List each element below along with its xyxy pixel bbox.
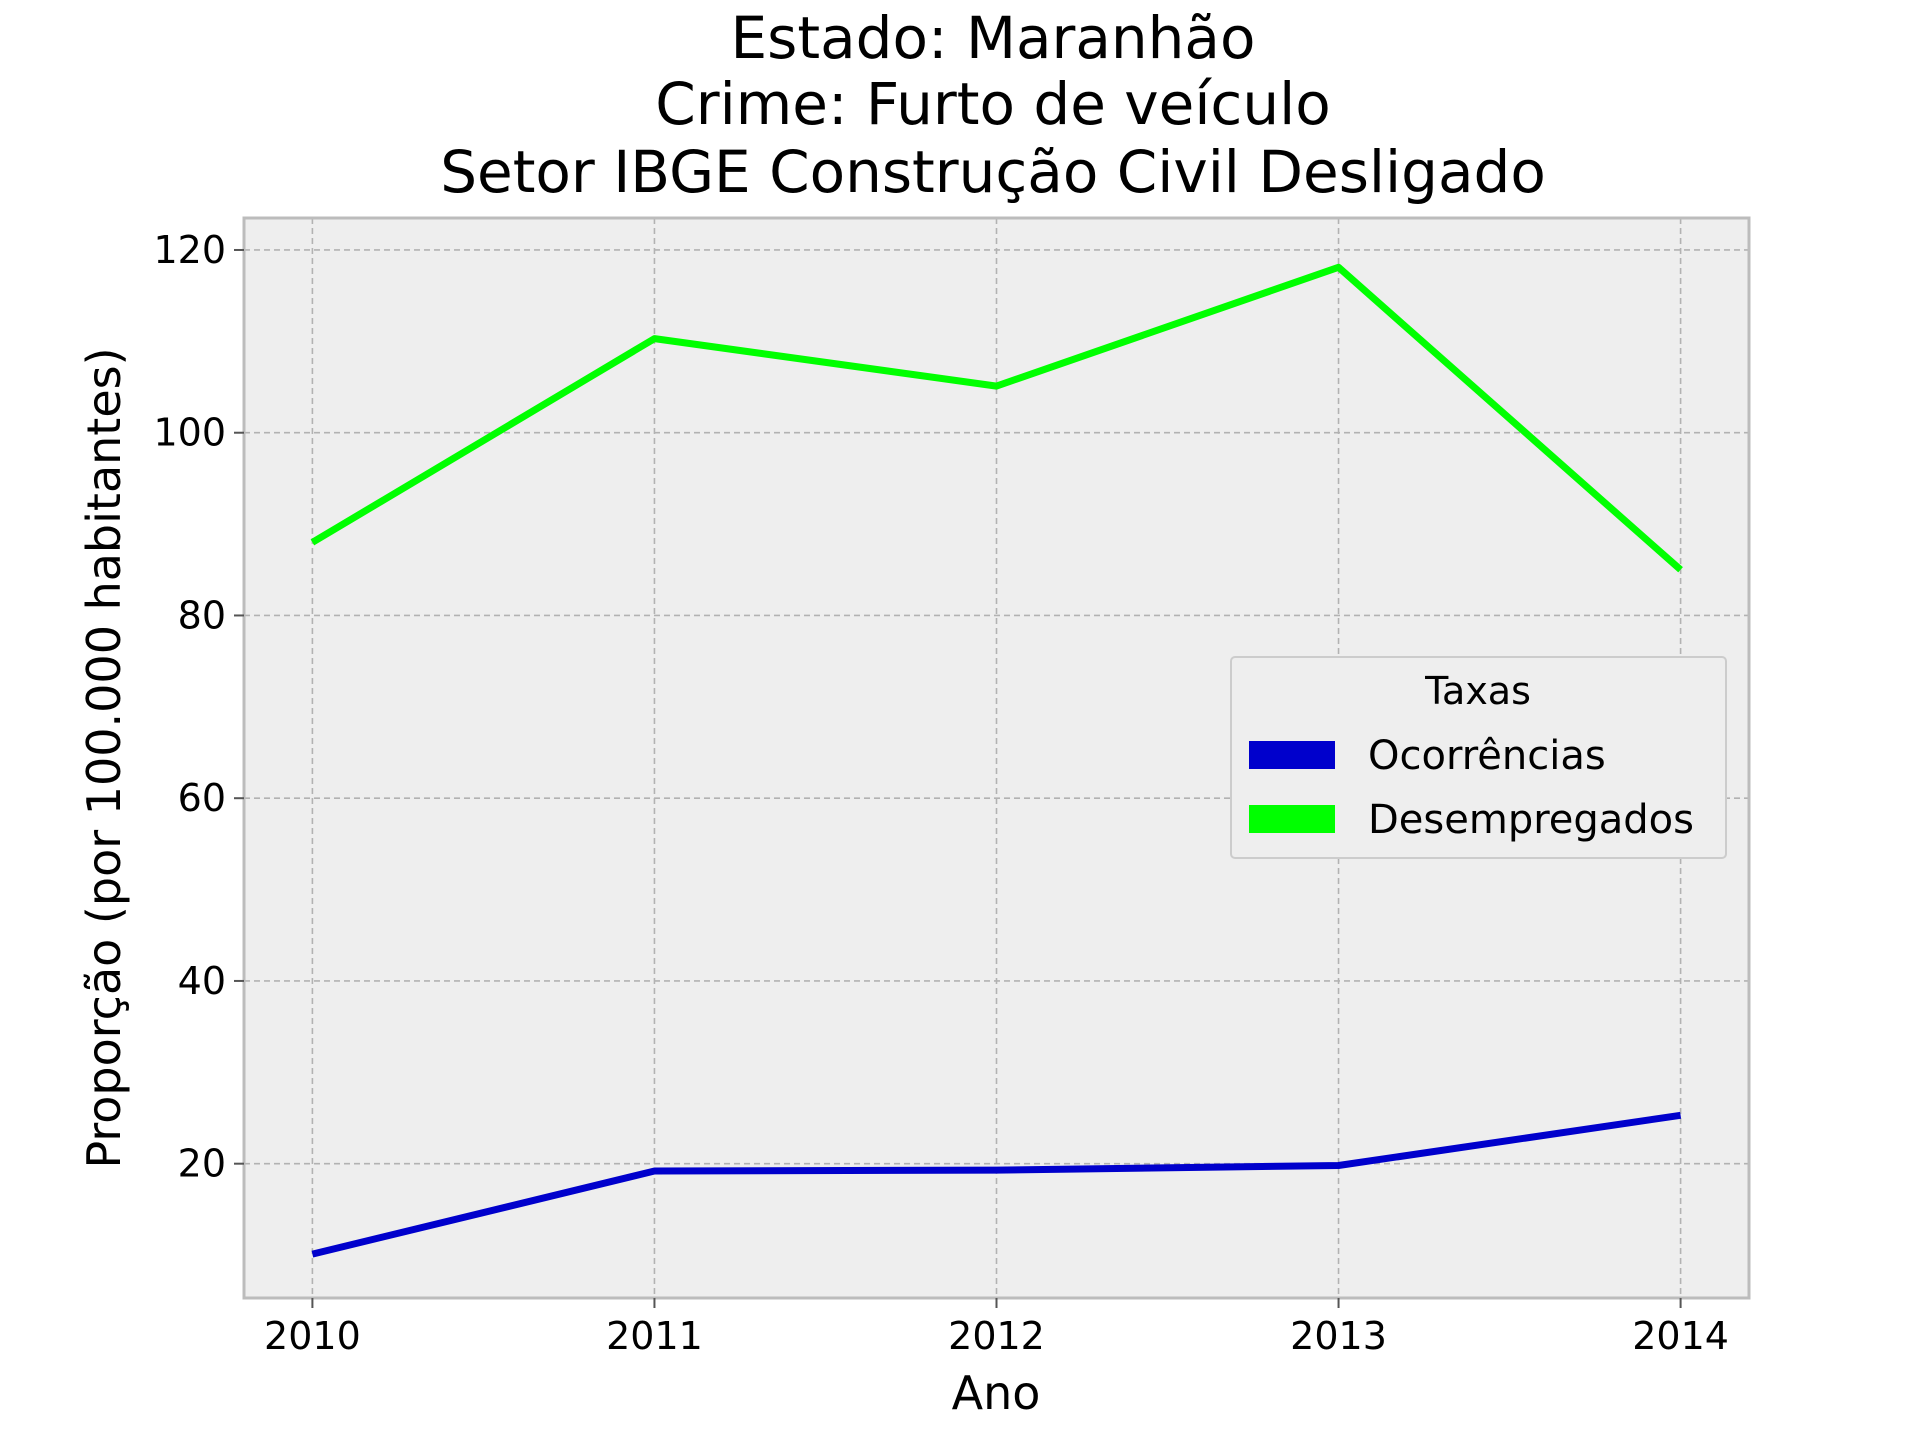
x-tick-label: 2012: [948, 1314, 1045, 1358]
legend: Taxas Ocorrências Desempregados: [1230, 656, 1727, 859]
title-line-2: Crime: Furto de veículo: [655, 70, 1330, 138]
x-tick-label: 2011: [606, 1314, 703, 1358]
legend-box: [1230, 656, 1727, 859]
y-tick-label: 120: [153, 228, 226, 272]
legend-swatch-desempregados: [1249, 805, 1335, 833]
x-tick-label: 2010: [264, 1314, 361, 1358]
series-lines: [310, 263, 1683, 1258]
legend-label-desempregados: Desempregados: [1368, 797, 1694, 843]
chart-title: Estado: Maranhão Crime: Furto de veículo…: [440, 4, 1546, 206]
x-axis: 2010 2011 2012 2013 2014: [264, 1298, 1729, 1358]
y-tick-label: 80: [178, 593, 226, 637]
y-axis-title: Proporção (por 100.000 habitantes): [77, 347, 131, 1168]
legend-label-ocorrencias: Ocorrências: [1368, 733, 1606, 779]
y-tick-label: 40: [178, 959, 226, 1003]
legend-swatch-ocorrencias: [1249, 741, 1335, 769]
y-tick-label: 20: [178, 1142, 226, 1186]
title-line-1: Estado: Maranhão: [731, 4, 1256, 72]
series-line-ocorrencias: [311, 1111, 1682, 1258]
series-line-desempregados: [310, 263, 1683, 573]
x-tick-label: 2014: [1632, 1314, 1729, 1358]
x-tick-label: 2013: [1290, 1314, 1387, 1358]
title-line-3: Setor IBGE Construção Civil Desligado: [440, 138, 1546, 206]
y-axis: 20 40 60 80 100 120: [153, 228, 244, 1186]
y-tick-label: 60: [178, 776, 226, 820]
x-axis-title: Ano: [952, 1366, 1041, 1420]
legend-title: Taxas: [1424, 669, 1531, 713]
y-tick-label: 100: [153, 411, 226, 455]
